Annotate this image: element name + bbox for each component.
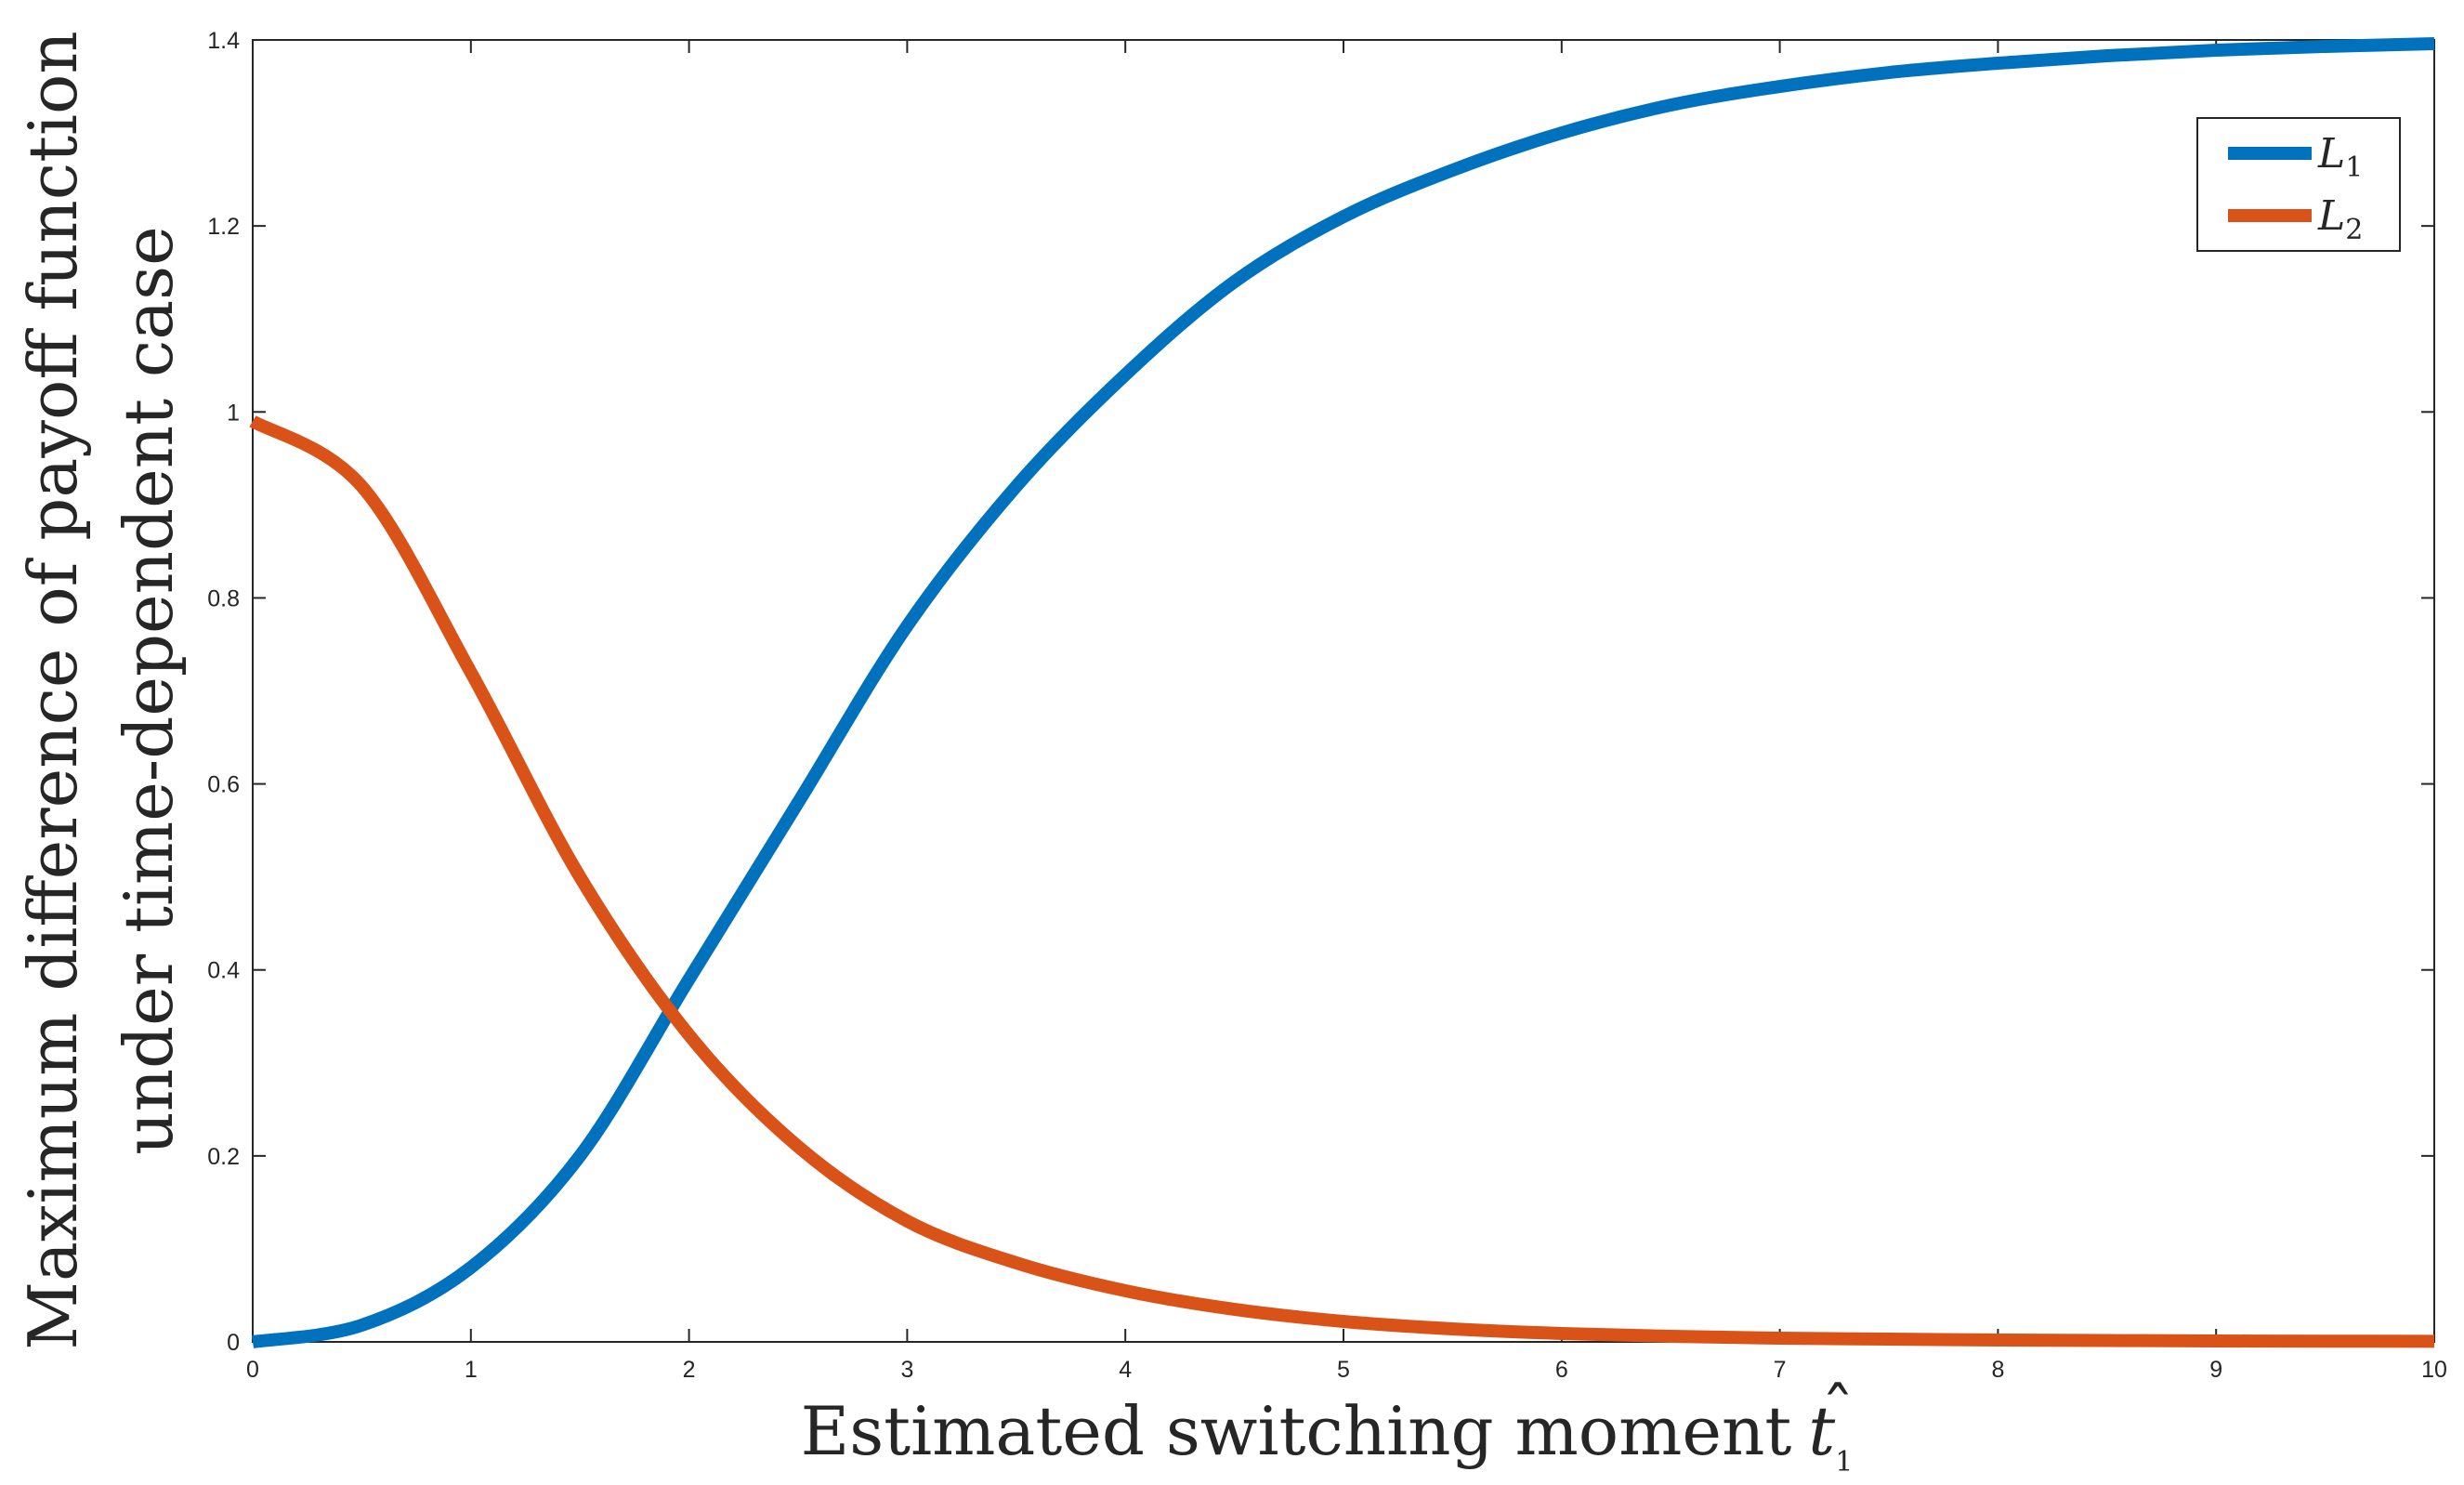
x-tick-label: 2	[683, 1357, 696, 1383]
x-tick-label: 1	[465, 1357, 478, 1383]
y-tick-label: 1.2	[207, 214, 240, 240]
series-line-1	[251, 37, 2435, 1348]
x-tick-label: 7	[1774, 1357, 1787, 1383]
legend-box	[2196, 117, 2401, 252]
x-tick-label: 0	[246, 1357, 259, 1383]
legend-label-l1: L1	[2317, 130, 2363, 184]
y-tick-label: 1.4	[207, 28, 240, 54]
y-tick-label: 1	[227, 400, 240, 426]
x-tick-label: 3	[900, 1357, 913, 1383]
y-axis-title-line1: Maximum difference of payoff function	[14, 31, 92, 1350]
y-tick-label: 0.6	[207, 772, 240, 798]
axis-ticks: 0 1 2 3 4 5 6 7 8 9 10 0 0.2 0.4 0.6 0.8 1 1.2 1.4	[207, 28, 2447, 1383]
y-axis-title-line2: under time-dependent case	[110, 226, 188, 1154]
x-axis-title-hat: ˆ	[1821, 1373, 1855, 1452]
x-axis-title: Estimated switching moment t1	[801, 1392, 1854, 1478]
x-tick-label: 6	[1555, 1357, 1568, 1383]
y-tick-label: 0	[227, 1330, 240, 1356]
y-tick-label: 0.2	[207, 1144, 240, 1170]
series-line-2	[249, 415, 2435, 1348]
legend: L1 L2	[2196, 117, 2401, 252]
x-tick-label: 10	[2421, 1357, 2447, 1383]
x-tick-label: 9	[2209, 1357, 2222, 1383]
x-tick-label: 8	[1991, 1357, 2004, 1383]
x-tick-label: 4	[1119, 1357, 1132, 1383]
legend-label-l2: L2	[2317, 192, 2363, 246]
y-tick-label: 0.4	[207, 958, 240, 984]
x-tick-label: 5	[1337, 1357, 1350, 1383]
plot-area	[252, 39, 2435, 1343]
y-tick-label: 0.8	[207, 585, 240, 611]
series-layer	[249, 37, 2435, 1348]
